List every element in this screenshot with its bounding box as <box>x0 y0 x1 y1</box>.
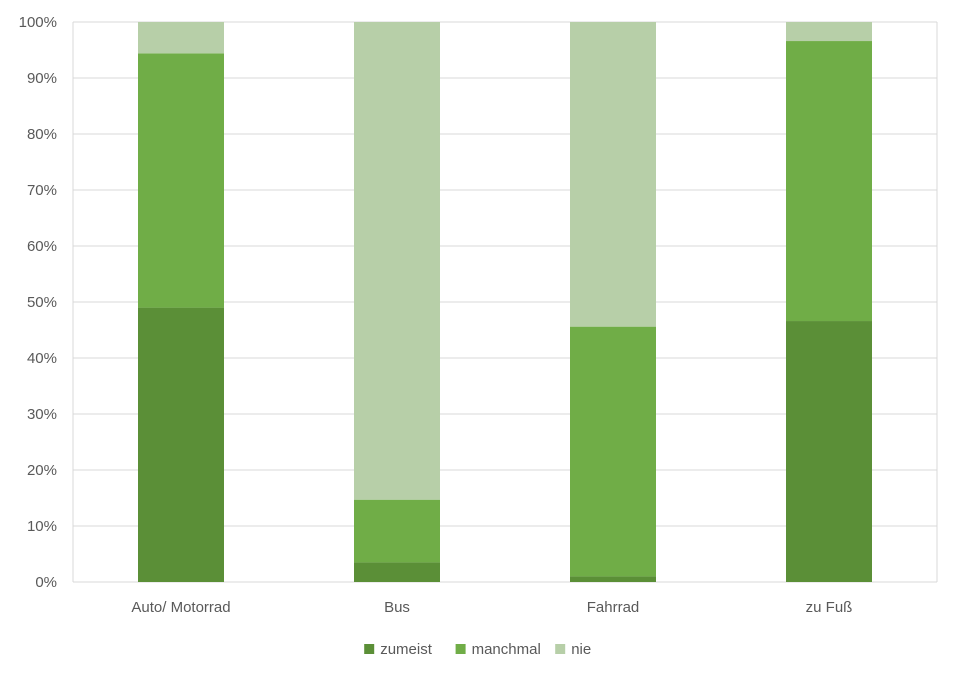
bar-segment <box>570 22 656 327</box>
bar-segment <box>786 41 872 322</box>
x-category-label: Auto/ Motorrad <box>131 599 230 616</box>
bar-segment <box>570 576 656 582</box>
legend: zumeist manchmal nie <box>364 641 591 658</box>
bar-segment <box>354 562 440 582</box>
x-category-label: zu Fuß <box>806 599 853 616</box>
legend-swatch <box>364 644 375 654</box>
y-tick-label: 0% <box>35 574 57 591</box>
y-tick-label: 60% <box>27 238 57 255</box>
y-tick-label: 10% <box>27 518 57 535</box>
y-tick-label: 90% <box>27 70 57 87</box>
legend-label: zumeist <box>380 641 433 658</box>
y-tick-label: 20% <box>27 462 57 479</box>
y-tick-label: 50% <box>27 294 57 311</box>
x-axis-category-labels: Auto/ Motorrad Bus Fahrrad zu Fuß <box>131 599 852 616</box>
bar-segment <box>786 321 872 582</box>
legend-label: manchmal <box>472 641 541 658</box>
bar-segment <box>138 22 224 54</box>
legend-swatch <box>455 644 466 654</box>
x-category-label: Fahrrad <box>587 599 640 616</box>
y-tick-label: 30% <box>27 406 57 423</box>
legend-swatch <box>555 644 566 654</box>
y-tick-label: 70% <box>27 182 57 199</box>
x-category-label: Bus <box>384 599 410 616</box>
bar-segment <box>354 499 440 563</box>
bars <box>138 22 872 582</box>
bar-segment <box>138 307 224 582</box>
y-tick-label: 100% <box>19 14 57 31</box>
bar-segment <box>570 326 656 577</box>
y-tick-label: 80% <box>27 126 57 143</box>
bar-segment <box>786 22 872 42</box>
bar-segment <box>138 53 224 308</box>
bar-segment <box>354 22 440 500</box>
legend-label: nie <box>571 641 591 658</box>
y-axis-tick-labels: 0% 10% 20% 30% 40% 50% 60% 70% 80% 90% 100% <box>19 14 57 591</box>
y-tick-label: 40% <box>27 350 57 367</box>
